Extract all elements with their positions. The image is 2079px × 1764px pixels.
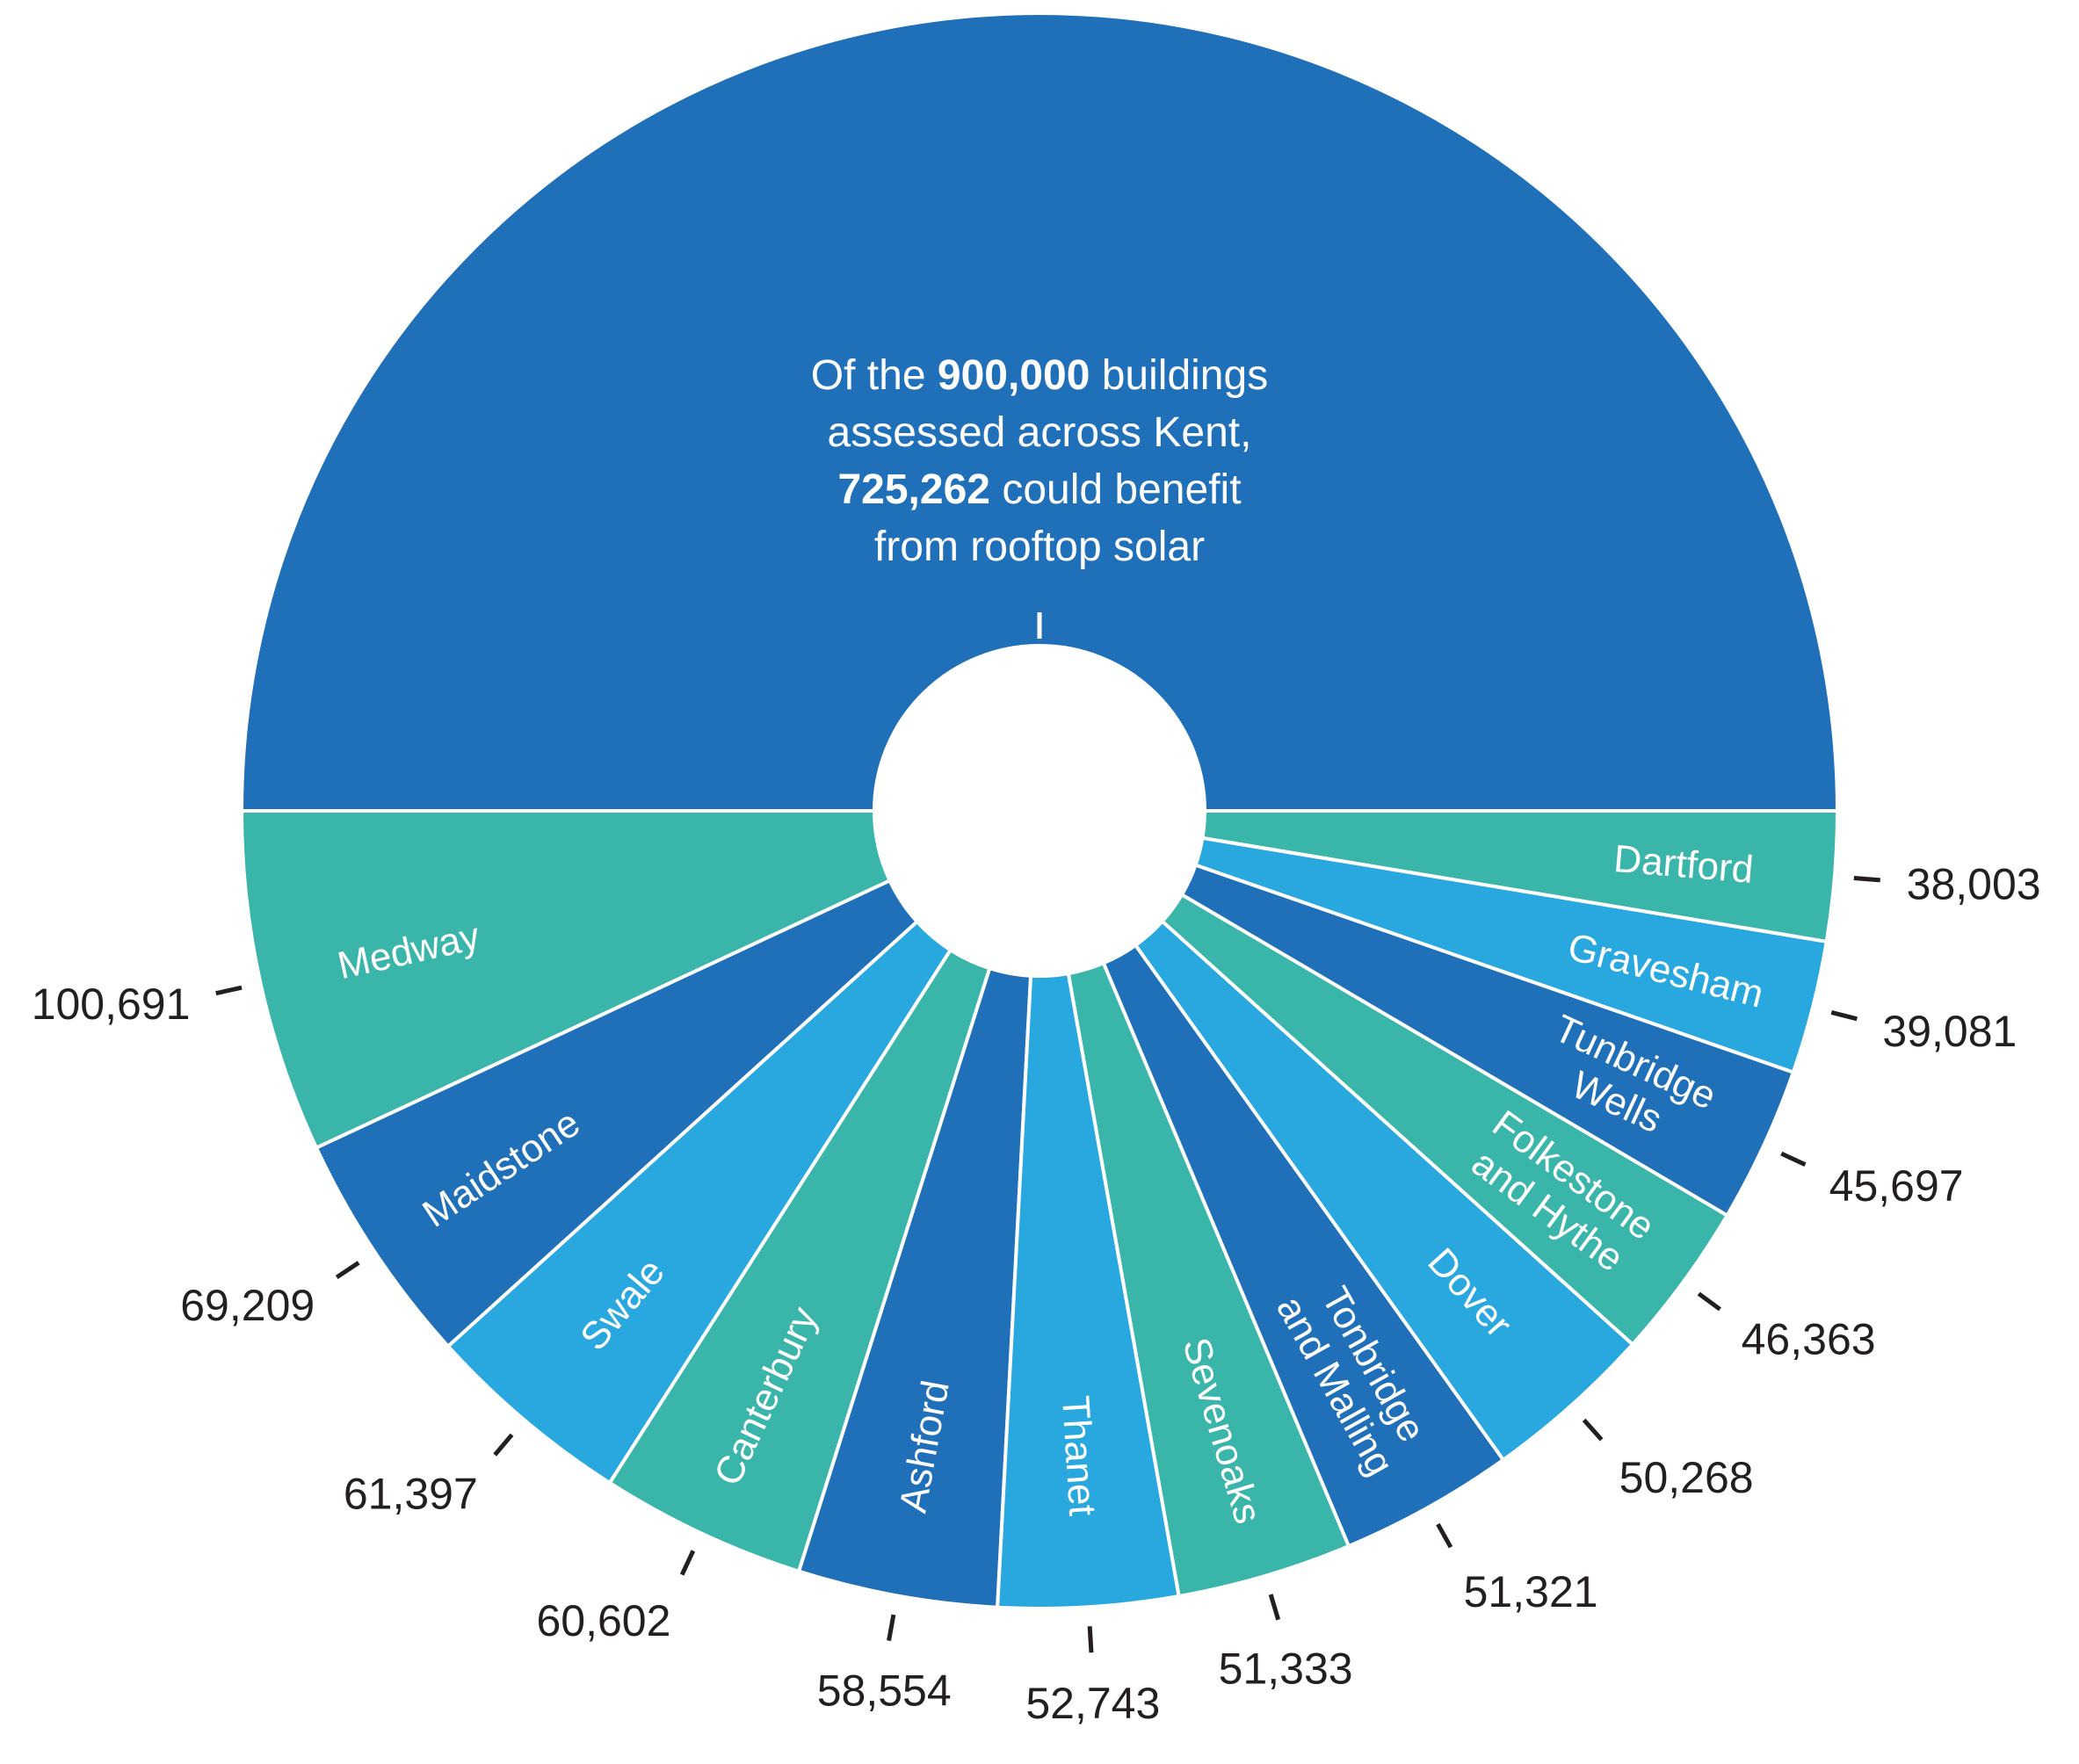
value-ticks bbox=[215, 875, 1880, 1653]
segments bbox=[239, 809, 1840, 1611]
segment-sevenoaks bbox=[1066, 960, 1351, 1599]
value-label-tonbridge-and-malling: 51,321 bbox=[1464, 1567, 1598, 1616]
value-label-folkestone-and-hythe: 46,363 bbox=[1742, 1315, 1876, 1364]
tick-thanet bbox=[1087, 1626, 1094, 1653]
segment-gravesham bbox=[1193, 835, 1829, 1075]
tick-gravesham bbox=[1830, 1009, 1858, 1022]
segment-thanet bbox=[996, 971, 1182, 1611]
top-half-segment-shape bbox=[239, 11, 1840, 813]
tick-dartford bbox=[1853, 875, 1880, 883]
segment-medway bbox=[239, 809, 893, 1151]
segment-ashford bbox=[796, 965, 1033, 1609]
centre-text-line-3: 725,262 could benefit bbox=[688, 461, 1391, 518]
tick-canterbury bbox=[679, 1550, 696, 1576]
value-label-gravesham: 39,081 bbox=[1882, 1007, 2017, 1056]
centre-text-line-2: assessed across Kent, bbox=[827, 409, 1252, 456]
value-label-tunbridge-wells: 45,697 bbox=[1829, 1161, 1964, 1211]
segment-folkestone-and-hythe bbox=[1159, 892, 1730, 1348]
segment-dartford bbox=[1200, 809, 1840, 944]
tick-tonbridge-and-malling bbox=[1436, 1522, 1453, 1549]
value-label-ashford: 58,554 bbox=[817, 1666, 952, 1716]
tick-folkestone-and-hythe bbox=[1697, 1291, 1721, 1312]
tick-tunbridge-wells bbox=[1780, 1151, 1807, 1167]
centre-text: Of the 900,000 buildings assessed across… bbox=[688, 347, 1391, 575]
centre-text-line-1: Of the 900,000 buildings bbox=[688, 347, 1391, 404]
tick-sevenoaks bbox=[1268, 1594, 1281, 1621]
segment-tunbridge-wells bbox=[1179, 863, 1796, 1218]
segment-swale bbox=[446, 919, 953, 1486]
value-label-sevenoaks: 51,333 bbox=[1219, 1644, 1353, 1693]
tick-maidstone bbox=[335, 1261, 360, 1280]
buildings-benefit-count: 725,262 bbox=[837, 466, 990, 513]
value-label-maidstone: 69,209 bbox=[180, 1281, 315, 1330]
centre-text-pre: Of the bbox=[810, 352, 938, 399]
centre-text-post: buildings bbox=[1090, 352, 1269, 399]
tick-dover bbox=[1582, 1418, 1604, 1442]
value-label-dartford: 38,003 bbox=[1907, 860, 2041, 909]
value-label-thanet: 52,743 bbox=[1025, 1679, 1160, 1728]
tick-medway bbox=[215, 985, 243, 996]
value-label-canterbury: 60,602 bbox=[536, 1596, 670, 1645]
buildings-assessed-count: 900,000 bbox=[937, 352, 1090, 399]
value-label-medway: 100,691 bbox=[32, 980, 191, 1029]
centre-text-line-4: from rooftop solar bbox=[873, 524, 1206, 570]
value-label-swale: 61,397 bbox=[344, 1469, 478, 1518]
top-half-segment bbox=[239, 11, 1840, 813]
segment-maidstone bbox=[314, 878, 920, 1349]
segment-canterbury bbox=[607, 947, 992, 1574]
segment-label-thanet: Thanet bbox=[1054, 1394, 1104, 1517]
value-labels: 100,691 69,209 61,397 60,602 58,554 52,743 51,… bbox=[32, 860, 2041, 1728]
centre-text-line-3-post: could benefit bbox=[989, 466, 1242, 513]
tick-ashford bbox=[887, 1614, 896, 1642]
segment-dover bbox=[1133, 918, 1635, 1463]
value-label-dover: 50,268 bbox=[1619, 1453, 1754, 1502]
segment-tonbridge-and-malling bbox=[1101, 943, 1506, 1549]
tick-swale bbox=[493, 1433, 514, 1457]
